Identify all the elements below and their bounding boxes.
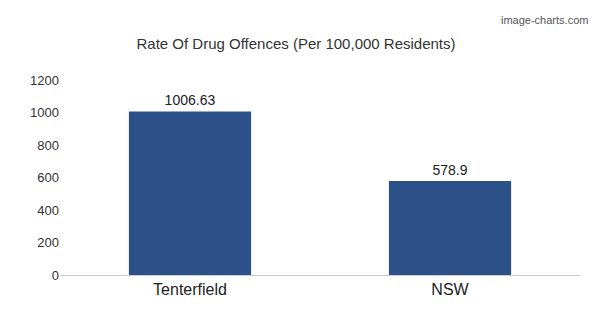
svg-text:1000: 1000 xyxy=(30,105,59,120)
svg-text:image-charts.com: image-charts.com xyxy=(501,14,588,26)
svg-text:1006.63: 1006.63 xyxy=(165,92,216,108)
svg-text:1200: 1200 xyxy=(30,73,59,88)
svg-text:Tenterfield: Tenterfield xyxy=(153,281,227,298)
svg-text:Rate Of Drug Offences (Per 100: Rate Of Drug Offences (Per 100,000 Resid… xyxy=(136,35,455,52)
svg-text:0: 0 xyxy=(52,268,59,283)
svg-text:600: 600 xyxy=(37,170,59,185)
svg-text:578.9: 578.9 xyxy=(432,162,467,178)
svg-text:800: 800 xyxy=(37,138,59,153)
svg-text:400: 400 xyxy=(37,203,59,218)
svg-text:200: 200 xyxy=(37,235,59,250)
svg-text:NSW: NSW xyxy=(431,281,469,298)
